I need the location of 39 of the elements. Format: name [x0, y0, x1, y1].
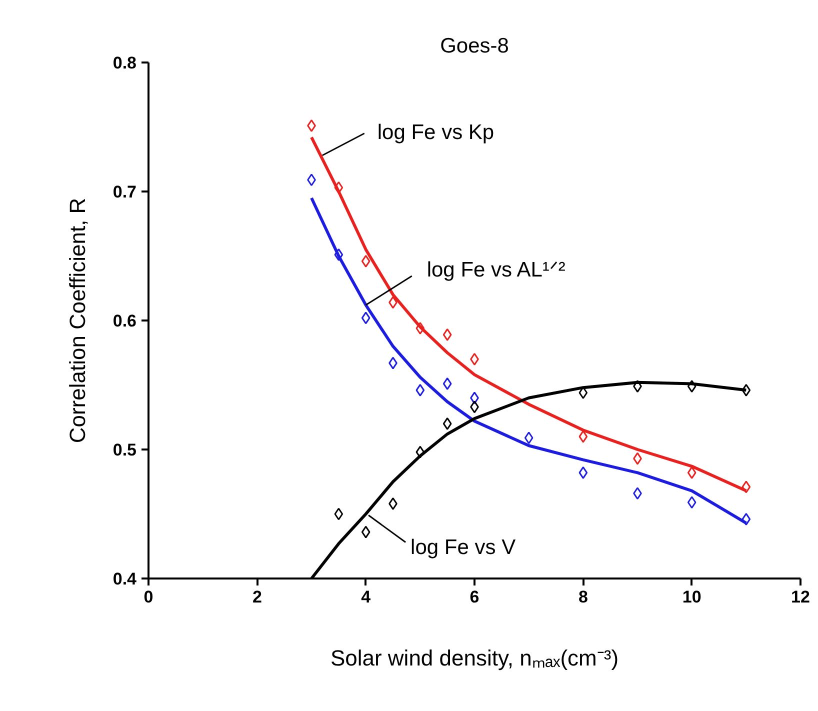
y-tick-label: 0.7	[112, 182, 137, 202]
y-tick-label: 0.5	[112, 440, 137, 460]
x-tick-label: 8	[578, 588, 588, 606]
point	[687, 496, 696, 509]
point	[361, 254, 370, 268]
point	[687, 466, 696, 479]
point	[524, 432, 534, 444]
y-tick-label: 0.4	[112, 570, 138, 588]
y-axis-title: Correlation Coefficient, R	[64, 198, 90, 444]
x-tick-label: 10	[682, 588, 702, 606]
point	[334, 508, 344, 520]
annotation: log Fe vs Kp	[377, 120, 494, 144]
x-tick-label: 2	[252, 588, 262, 606]
point	[442, 377, 452, 390]
x-axis-title: Solar wind density, nₘₐₓ(cm⁻³)	[330, 646, 619, 670]
x-tick-label: 6	[470, 588, 480, 606]
point	[334, 248, 344, 261]
point	[442, 417, 452, 430]
point	[361, 526, 370, 538]
x-tick-label: 12	[791, 588, 810, 606]
point	[416, 446, 425, 458]
y-tick-label: 0.8	[112, 54, 137, 72]
point	[742, 384, 751, 396]
point	[442, 328, 452, 341]
annotation: log Fe vs AL¹ᐟ²	[426, 258, 566, 282]
point	[416, 322, 425, 334]
point	[361, 312, 370, 324]
annotation: log Fe vs V	[410, 536, 516, 559]
y-tick-label: 0.6	[112, 312, 137, 330]
point	[578, 466, 588, 479]
x-tick-label: 4	[361, 588, 372, 606]
point	[334, 181, 344, 194]
point	[742, 512, 751, 526]
chart-title: Goes-8	[440, 34, 509, 58]
point	[578, 430, 588, 443]
point	[687, 380, 696, 393]
x-tick-label: 0	[144, 588, 154, 606]
point	[416, 384, 425, 396]
point	[742, 480, 751, 494]
